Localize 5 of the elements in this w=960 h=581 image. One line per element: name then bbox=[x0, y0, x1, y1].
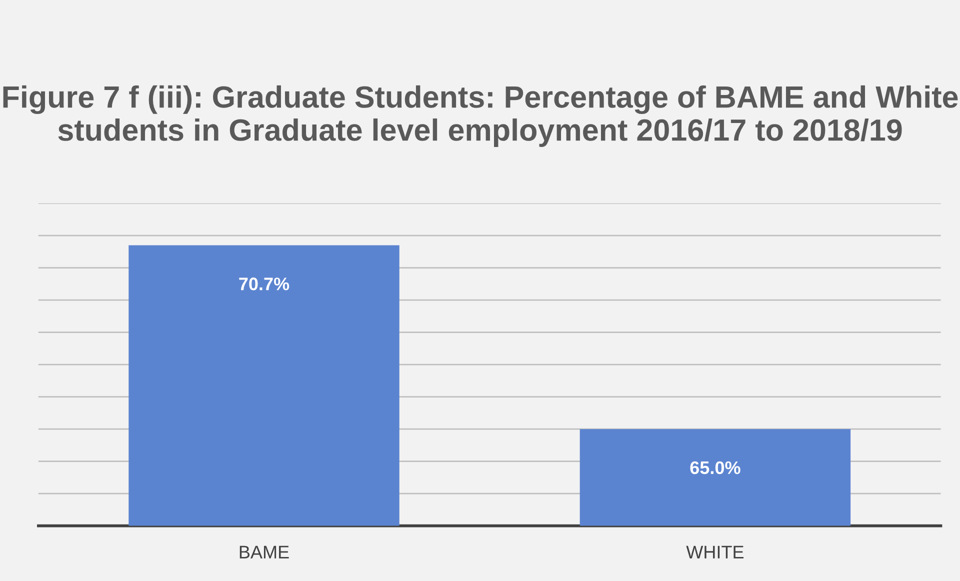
x-tick-label: BAME bbox=[240, 546, 289, 558]
chart-title: Figure 7 f (iii): Graduate Students: Percentage of BAME and White students in Graduate level employment 2016/17 to 2018/19 bbox=[3, 85, 958, 147]
x-tick-label: WHITE bbox=[686, 546, 744, 558]
data-label: 65.0% bbox=[690, 461, 740, 474]
data-label: 70.7% bbox=[239, 278, 290, 290]
